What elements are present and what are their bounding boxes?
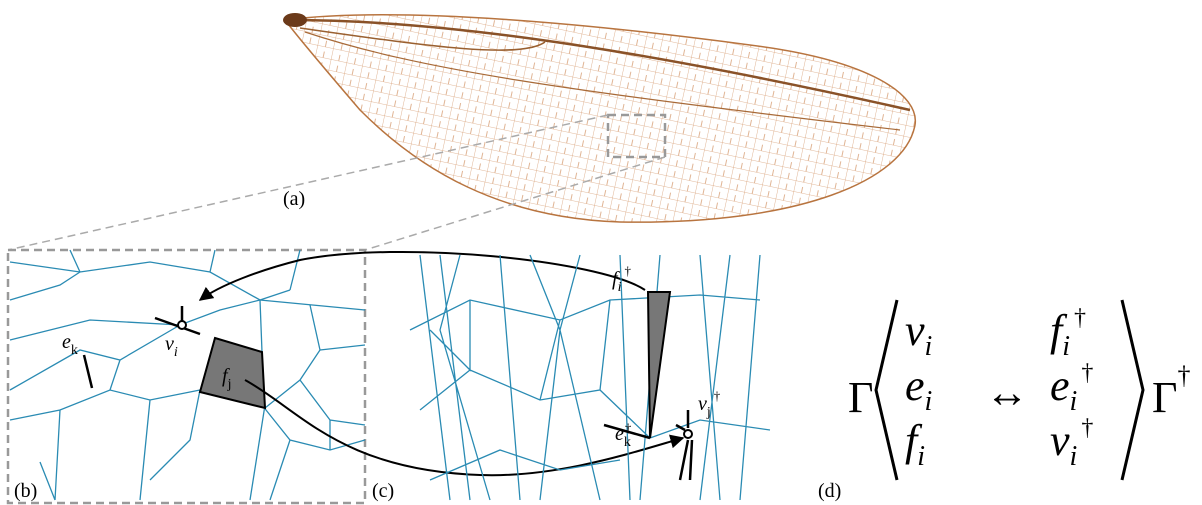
gamma-dagger: Γ†: [1152, 361, 1190, 422]
symbol: e: [615, 423, 624, 445]
symbol: e: [62, 331, 71, 353]
superscript: †: [714, 388, 721, 403]
subscript: i: [618, 280, 622, 295]
superscript: †: [1081, 360, 1093, 386]
right-bracket: [1122, 300, 1143, 480]
superscript: †: [624, 263, 631, 278]
wing: [280, 0, 920, 230]
symbol: v: [698, 393, 707, 415]
subscript: i: [174, 345, 178, 360]
edge-label: ek: [62, 331, 78, 358]
panel-label: (b): [14, 480, 37, 502]
superscript: †: [625, 420, 632, 435]
subscript: k: [71, 343, 78, 358]
vertex-label: vj†: [698, 388, 721, 420]
symbol: e: [905, 361, 925, 410]
symbol: v: [1050, 416, 1070, 465]
subscript: i: [1062, 331, 1070, 362]
subscript: i: [1070, 441, 1078, 472]
equation-term: ei†: [1050, 360, 1093, 417]
edge-label: ek†: [615, 420, 632, 450]
symbol: e: [1050, 361, 1070, 410]
equation-term: fi: [905, 416, 925, 472]
subscript: i: [1070, 386, 1078, 417]
equation-term: ei: [905, 361, 932, 417]
symbol: v: [905, 306, 925, 355]
equation-term: vi†: [1050, 415, 1093, 472]
figure: (a) (b) (c) (d) ek vi fj fi† ek† vj† Γ ↔…: [0, 0, 1202, 505]
panel-label: (c): [372, 480, 394, 502]
superscript: †: [1074, 305, 1086, 331]
equation-term: fi†: [1050, 305, 1086, 362]
superscript: †: [1081, 415, 1093, 441]
equation-term: vi: [905, 306, 932, 362]
superscript: †: [1177, 361, 1190, 390]
subscript: j: [706, 405, 711, 420]
left-bracket: [876, 300, 897, 480]
subscript: k: [624, 435, 631, 450]
subscript: i: [925, 386, 933, 417]
primal-mesh: [8, 250, 683, 503]
subscript: i: [917, 441, 925, 472]
gamma: Γ: [848, 373, 873, 422]
subscript: i: [925, 331, 933, 362]
arrow: ↔: [985, 368, 1029, 417]
subscript: j: [227, 377, 232, 392]
panel-label: (a): [283, 188, 305, 210]
symbol: Γ: [1152, 373, 1177, 422]
symbol: v: [165, 333, 174, 355]
panel-label: (d): [818, 480, 841, 502]
vertex-label: vi: [165, 333, 178, 360]
